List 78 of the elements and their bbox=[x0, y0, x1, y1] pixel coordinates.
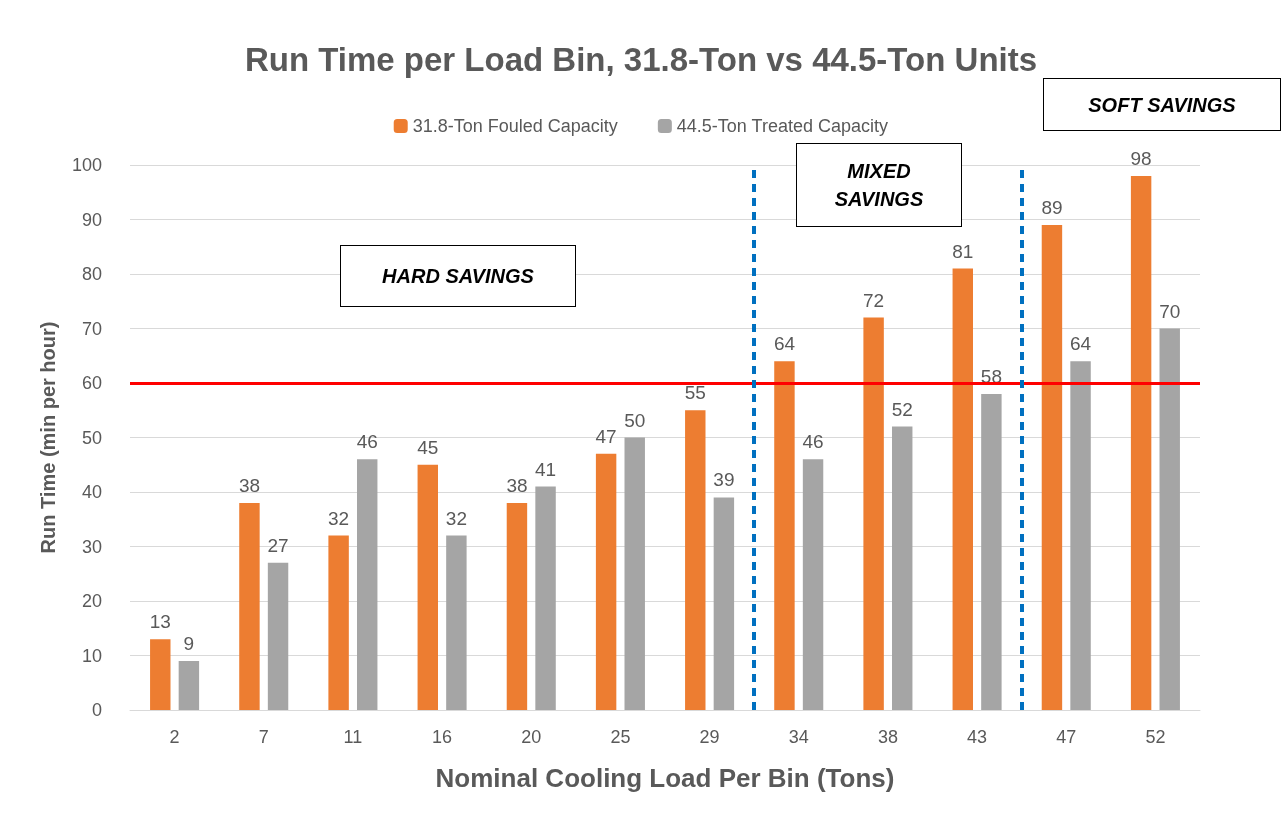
data-label: 98 bbox=[1130, 147, 1152, 169]
text-box: MIXED SAVINGS bbox=[796, 143, 962, 227]
data-label: 89 bbox=[1041, 196, 1063, 218]
x-tick-label: 52 bbox=[1145, 727, 1166, 747]
bar bbox=[774, 361, 795, 710]
y-tick-label: 100 bbox=[71, 155, 102, 175]
x-tick-label: 20 bbox=[521, 727, 542, 747]
y-tick-label: 60 bbox=[81, 373, 102, 393]
x-tick-label: 47 bbox=[1056, 727, 1077, 747]
data-label: 38 bbox=[506, 474, 528, 496]
data-label: 64 bbox=[1069, 333, 1092, 355]
bar bbox=[506, 502, 528, 710]
bar bbox=[328, 535, 349, 710]
data-label: 32 bbox=[328, 507, 350, 529]
x-tick-label: 34 bbox=[788, 727, 809, 747]
data-label: 9 bbox=[183, 632, 195, 654]
bar bbox=[685, 410, 706, 710]
data-label: 46 bbox=[802, 431, 824, 453]
data-label: 72 bbox=[863, 289, 885, 311]
bar bbox=[357, 459, 378, 710]
bar bbox=[1041, 224, 1063, 710]
x-tick-label: 11 bbox=[343, 727, 363, 747]
bar bbox=[535, 486, 556, 710]
x-tick-label: 25 bbox=[610, 727, 631, 747]
data-label: 39 bbox=[713, 469, 735, 491]
bar bbox=[1070, 361, 1091, 710]
text-box: SOFT SAVINGS bbox=[1043, 78, 1281, 131]
x-axis-title: Nominal Cooling Load Per Bin (Tons) bbox=[435, 763, 895, 793]
data-label: 27 bbox=[267, 534, 289, 556]
bar bbox=[1130, 175, 1152, 710]
data-label: 13 bbox=[149, 611, 171, 633]
bar bbox=[417, 464, 438, 710]
bar bbox=[150, 639, 171, 710]
bar bbox=[713, 497, 735, 710]
data-label: 46 bbox=[356, 431, 378, 453]
x-tick-label: 29 bbox=[699, 727, 720, 747]
x-tick-label: 2 bbox=[169, 727, 180, 747]
x-tick-label: 38 bbox=[877, 727, 898, 747]
x-tick-label: 43 bbox=[967, 727, 988, 747]
bar bbox=[863, 317, 884, 710]
y-tick-label: 50 bbox=[81, 427, 102, 448]
data-label: 55 bbox=[684, 382, 706, 404]
y-tick-label: 10 bbox=[81, 645, 102, 666]
y-tick-label: 30 bbox=[81, 536, 102, 557]
y-tick-label: 90 bbox=[81, 209, 102, 230]
x-tick-label: 16 bbox=[432, 727, 453, 747]
data-label: 38 bbox=[238, 474, 261, 496]
y-tick-label: 40 bbox=[81, 482, 102, 502]
data-label: 50 bbox=[624, 409, 646, 431]
chart-title: Run Time per Load Bin, 31.8-Ton vs 44.5-Ton Units bbox=[244, 41, 1038, 78]
bar bbox=[1159, 328, 1180, 710]
bar bbox=[892, 426, 913, 710]
legend-label: 44.5-Ton Treated Capacity bbox=[676, 116, 888, 136]
data-label: 52 bbox=[891, 398, 913, 420]
bar bbox=[624, 437, 645, 710]
text-box: HARD SAVINGS bbox=[340, 245, 576, 307]
y-tick-label: 80 bbox=[81, 264, 102, 284]
bar bbox=[595, 453, 617, 710]
y-tick-label: 20 bbox=[81, 591, 102, 611]
bar bbox=[239, 502, 260, 710]
data-label: 64 bbox=[773, 333, 796, 355]
data-label: 32 bbox=[445, 507, 467, 529]
y-tick-label: 70 bbox=[81, 318, 102, 339]
bar bbox=[981, 393, 1002, 710]
y-tick-label: 0 bbox=[91, 700, 102, 720]
y-axis-title: Run Time (min per hour) bbox=[37, 321, 59, 554]
data-label: 81 bbox=[952, 240, 974, 262]
bar bbox=[952, 268, 973, 710]
bar bbox=[267, 562, 289, 710]
data-label: 70 bbox=[1159, 300, 1181, 322]
data-label: 45 bbox=[417, 436, 439, 458]
bar bbox=[802, 459, 824, 710]
bar bbox=[446, 535, 467, 710]
data-label: 47 bbox=[595, 425, 617, 447]
data-label: 41 bbox=[534, 458, 557, 480]
x-tick-label: 7 bbox=[258, 727, 269, 747]
legend-label: 31.8-Ton Fouled Capacity bbox=[412, 116, 618, 136]
bar bbox=[178, 660, 200, 710]
